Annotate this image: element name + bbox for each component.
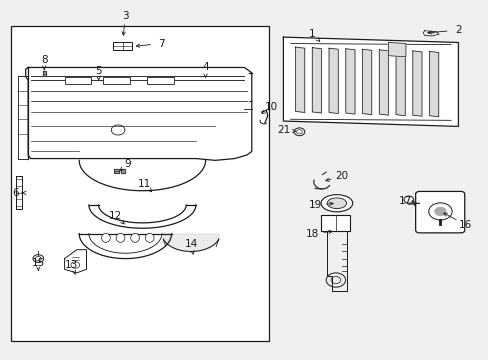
Text: 18: 18 bbox=[305, 229, 319, 239]
Text: 3: 3 bbox=[122, 11, 128, 21]
FancyBboxPatch shape bbox=[415, 192, 464, 233]
Polygon shape bbox=[387, 42, 405, 57]
Text: 14: 14 bbox=[184, 239, 197, 249]
Text: 12: 12 bbox=[109, 211, 122, 221]
Polygon shape bbox=[423, 31, 438, 36]
Polygon shape bbox=[26, 67, 251, 160]
Text: 13: 13 bbox=[65, 260, 79, 270]
Polygon shape bbox=[42, 71, 46, 76]
Text: 11: 11 bbox=[138, 179, 151, 189]
Polygon shape bbox=[428, 51, 438, 117]
Ellipse shape bbox=[145, 233, 154, 242]
Polygon shape bbox=[295, 47, 304, 112]
Polygon shape bbox=[114, 169, 119, 173]
Text: 21: 21 bbox=[277, 125, 290, 135]
Circle shape bbox=[434, 207, 446, 216]
Ellipse shape bbox=[102, 233, 110, 242]
Text: 1: 1 bbox=[308, 28, 315, 39]
Polygon shape bbox=[283, 37, 458, 126]
Text: 17: 17 bbox=[398, 197, 411, 206]
Text: 5: 5 bbox=[95, 66, 102, 76]
Text: 15: 15 bbox=[32, 258, 45, 268]
Polygon shape bbox=[395, 50, 405, 116]
Text: 9: 9 bbox=[124, 159, 131, 169]
Text: 6: 6 bbox=[13, 188, 19, 198]
Text: 16: 16 bbox=[458, 220, 471, 230]
Text: 19: 19 bbox=[308, 200, 321, 210]
Polygon shape bbox=[16, 176, 22, 208]
Ellipse shape bbox=[116, 233, 124, 242]
Polygon shape bbox=[362, 49, 371, 114]
Text: 4: 4 bbox=[202, 63, 208, 72]
Text: 10: 10 bbox=[264, 102, 277, 112]
Ellipse shape bbox=[326, 198, 346, 208]
Text: 7: 7 bbox=[158, 39, 165, 49]
Ellipse shape bbox=[130, 233, 139, 242]
Bar bbox=[321, 215, 350, 231]
Polygon shape bbox=[379, 50, 387, 115]
Ellipse shape bbox=[321, 195, 352, 212]
Polygon shape bbox=[120, 169, 125, 173]
Bar bbox=[64, 77, 91, 84]
Bar bbox=[103, 77, 130, 84]
Polygon shape bbox=[328, 48, 338, 113]
Text: 8: 8 bbox=[41, 55, 47, 65]
Bar bbox=[11, 26, 268, 341]
Bar bbox=[113, 42, 131, 50]
Polygon shape bbox=[412, 51, 421, 116]
Text: 2: 2 bbox=[454, 25, 461, 35]
Polygon shape bbox=[312, 48, 321, 113]
Polygon shape bbox=[64, 249, 86, 273]
Polygon shape bbox=[345, 49, 354, 114]
Bar bbox=[147, 77, 174, 84]
Text: 20: 20 bbox=[334, 171, 347, 181]
